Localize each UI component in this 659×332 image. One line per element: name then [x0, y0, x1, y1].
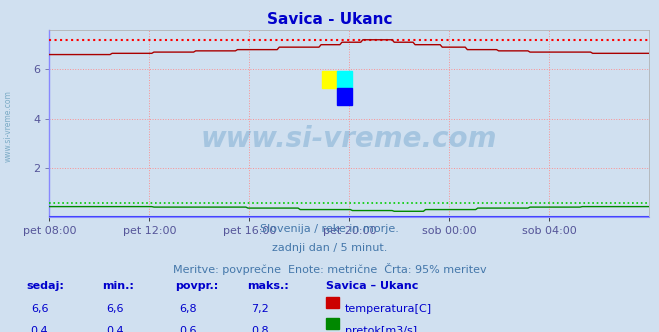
Text: povpr.:: povpr.: — [175, 281, 218, 290]
Text: 0,4: 0,4 — [107, 326, 124, 332]
Text: pretok[m3/s]: pretok[m3/s] — [345, 326, 416, 332]
Bar — [337, 71, 353, 88]
Text: sedaj:: sedaj: — [26, 281, 64, 290]
Text: 0,6: 0,6 — [179, 326, 196, 332]
Text: www.si-vreme.com: www.si-vreme.com — [3, 90, 13, 162]
Text: Savica – Ukanc: Savica – Ukanc — [326, 281, 418, 290]
Text: zadnji dan / 5 minut.: zadnji dan / 5 minut. — [272, 243, 387, 253]
Text: maks.:: maks.: — [247, 281, 289, 290]
Text: 6,8: 6,8 — [179, 304, 196, 314]
Text: Meritve: povprečne  Enote: metrične  Črta: 95% meritev: Meritve: povprečne Enote: metrične Črta:… — [173, 263, 486, 275]
Text: www.si-vreme.com: www.si-vreme.com — [201, 125, 498, 153]
Bar — [337, 88, 353, 105]
Text: 7,2: 7,2 — [252, 304, 269, 314]
Text: 0,4: 0,4 — [31, 326, 48, 332]
Text: min.:: min.: — [102, 281, 134, 290]
Text: 0,8: 0,8 — [252, 326, 269, 332]
Text: 6,6: 6,6 — [31, 304, 48, 314]
Bar — [322, 71, 337, 88]
Text: 6,6: 6,6 — [107, 304, 124, 314]
Text: Savica - Ukanc: Savica - Ukanc — [267, 12, 392, 27]
Text: temperatura[C]: temperatura[C] — [345, 304, 432, 314]
Text: Slovenija / reke in morje.: Slovenija / reke in morje. — [260, 224, 399, 234]
